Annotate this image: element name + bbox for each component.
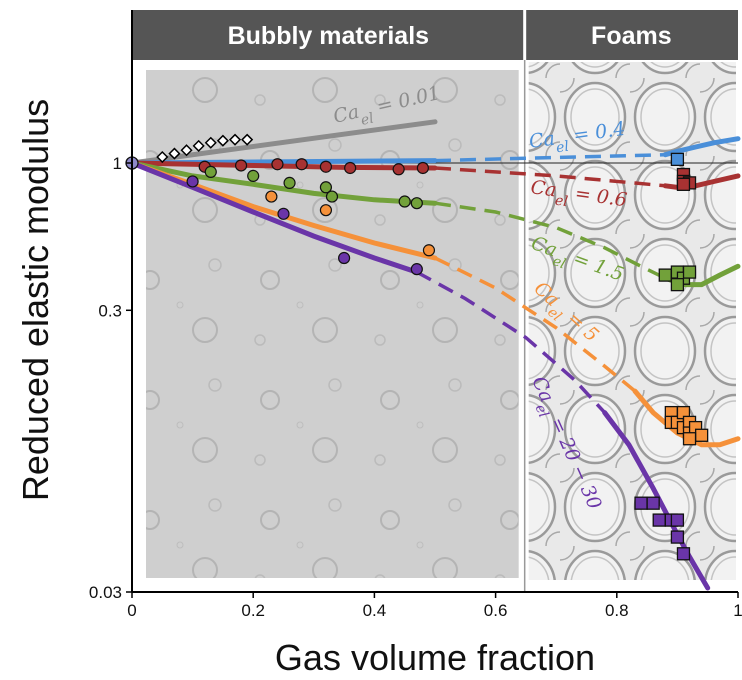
- series-5-point-3: [410, 263, 423, 276]
- x-tick-label-5: 1: [733, 601, 742, 620]
- series-2-point-2: [271, 158, 284, 171]
- x-tick-label-0: 0: [127, 601, 136, 620]
- x-tick-label-1: 0.2: [241, 601, 265, 620]
- y-tick-label-0: 0.03: [89, 583, 122, 602]
- series-4-foam-point-8: [694, 428, 709, 442]
- series-5-dashed: [415, 270, 606, 414]
- x-axis-title: Gas volume fraction: [275, 637, 595, 678]
- ca-label-1: Cael = 0.4: [528, 118, 628, 160]
- series-0-solid: [129, 119, 438, 166]
- series-3-point-4: [325, 190, 339, 203]
- series-3-point-5: [398, 195, 411, 208]
- series-4-foam-point-9: [682, 432, 697, 446]
- series-3-solid: [129, 160, 438, 206]
- series-3-dashed: [434, 201, 667, 280]
- series-5-foam-solid: [602, 410, 711, 591]
- data-points: [125, 133, 709, 561]
- series-2-point-4: [319, 160, 333, 173]
- series-0-point-5: [216, 134, 229, 147]
- series-2-foam-point-3: [676, 177, 691, 191]
- series-1-foam-solid: [662, 136, 741, 158]
- series-0-point-1: [168, 147, 181, 160]
- series-5-point-2: [338, 251, 351, 265]
- series-3-point-3: [319, 181, 333, 194]
- x-tick-label-2: 0.4: [363, 601, 387, 620]
- axes: 0 0.2 0.4 0.6 0.8 1 0.03 0.3 1: [89, 10, 742, 620]
- series-5-foam-point-2: [652, 513, 666, 527]
- series-2-point-3: [295, 158, 308, 171]
- series-5-foam-point-1: [646, 496, 660, 510]
- series-5-foam-point-5: [670, 530, 685, 544]
- series-3-point-6: [410, 197, 423, 210]
- series-3-foam-point-3: [682, 265, 697, 279]
- series-2-point-5: [344, 161, 357, 175]
- x-tick-label-3: 0.6: [484, 601, 508, 620]
- series-3-foam-point-0: [658, 268, 672, 282]
- series-2-point-7: [416, 161, 429, 175]
- series-5-foam-point-0: [634, 496, 648, 510]
- region-band-0: [132, 10, 525, 60]
- x-tick-label-4: 0.8: [605, 601, 629, 620]
- series-5-point-0: [186, 175, 199, 188]
- series-4-point-1: [319, 204, 333, 217]
- region-band-1: [524, 10, 738, 60]
- series-5-foam-point-6: [676, 547, 691, 561]
- series-0-point-6: [228, 133, 242, 146]
- series-0-point-7: [241, 133, 254, 146]
- series-4-point-0: [265, 190, 278, 203]
- series-5-point-1: [277, 207, 290, 220]
- series-0-point-0: [156, 150, 169, 164]
- series-5-solid: [129, 160, 420, 275]
- series-5-foam-point-4: [670, 513, 685, 527]
- foam-micrograph: [528, 62, 736, 580]
- region-label-0: Bubbly materials: [228, 22, 429, 50]
- y-axis-title: Reduced elastic modulus: [15, 99, 56, 501]
- series-3-point-0: [204, 165, 217, 178]
- series-1-point-0: [670, 152, 685, 167]
- region-backgrounds: [146, 62, 736, 580]
- series-0-point-3: [192, 139, 205, 152]
- y-tick-label-1: 0.3: [98, 301, 122, 320]
- series-2-point-1: [234, 159, 248, 172]
- series-0-point-2: [180, 144, 193, 157]
- series-2-point-6: [392, 163, 405, 176]
- series-1-dashed: [434, 152, 666, 163]
- series-4-dashed: [434, 256, 637, 393]
- region-header-bands: Bubbly materials Foams: [132, 10, 738, 592]
- series-3-foam-point-4: [670, 277, 685, 292]
- series-2-dashed: [434, 166, 666, 188]
- series-0-point-4: [204, 136, 217, 149]
- series-3-point-1: [247, 169, 260, 182]
- series-4-point-2: [422, 244, 436, 257]
- series-3-point-2: [283, 176, 296, 189]
- region-label-1: Foams: [591, 22, 672, 50]
- y-tick-label-2: 1: [113, 154, 122, 173]
